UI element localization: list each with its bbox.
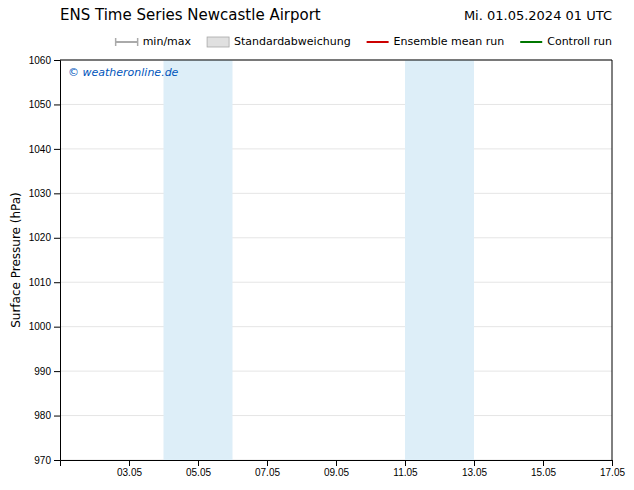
title: ENS Time Series Newcastle Airport <box>60 6 321 24</box>
y-tick: 1040 <box>29 144 60 155</box>
tick-label: 1040 <box>29 144 52 155</box>
grid-line <box>60 237 612 238</box>
grid-line <box>60 371 612 372</box>
tick-mark <box>336 460 337 466</box>
tick-label: 05.05 <box>186 467 211 478</box>
tick-label: 970 <box>34 455 51 466</box>
tick-label: 09.05 <box>324 467 349 478</box>
tick-mark <box>54 371 60 372</box>
tick-mark <box>612 460 613 466</box>
tick-mark <box>267 460 268 466</box>
y-tick: 970 <box>34 455 60 466</box>
tick-label: 1010 <box>29 277 52 288</box>
grid-line <box>60 148 612 149</box>
tick-label: 1030 <box>29 188 52 199</box>
tick-label: 17.05 <box>600 467 625 478</box>
y-tick: 1030 <box>29 188 60 199</box>
tick-label: 11.05 <box>393 467 418 478</box>
legend-item: Standardabweichung <box>207 35 351 48</box>
legend: min/max Standardabweichung Ensemble mean r… <box>116 35 612 48</box>
legend-item: Ensemble mean run <box>367 35 505 48</box>
subtitle: Mi. 01.05.2024 01 UTC <box>464 8 612 23</box>
legend-marker <box>115 38 117 46</box>
axis-line <box>61 461 613 467</box>
y-axis-title: Surface Pressure (hPa) <box>9 192 23 328</box>
tick-mark <box>54 282 60 283</box>
tick-label: 03.05 <box>117 467 142 478</box>
x-tick: 11.05 <box>393 460 418 478</box>
tick-label: 1000 <box>29 321 52 332</box>
legend-item: Controll run <box>520 35 612 48</box>
legend-label: min/max <box>143 35 192 48</box>
tick-label: 1020 <box>29 232 52 243</box>
x-tick: 17.05 <box>600 460 625 478</box>
tick-mark <box>54 193 60 194</box>
x-tick: 07.05 <box>255 460 280 478</box>
tick-label: 1050 <box>29 99 52 110</box>
x-axis: 03.05 05.05 07.05 09.05 11.05 13.05 15.05 17.05 <box>61 460 626 478</box>
tick-label: 13.05 <box>462 467 487 478</box>
tick-mark <box>54 460 60 461</box>
grid-line <box>60 193 612 194</box>
legend-label: Standardabweichung <box>234 35 351 48</box>
x-tick: 13.05 <box>462 460 487 478</box>
grid-line <box>60 282 612 283</box>
tick-mark <box>405 460 406 466</box>
y-tick: 1060 <box>29 55 60 66</box>
tick-mark <box>129 460 130 466</box>
grid-line <box>60 326 612 327</box>
legend-swatch <box>367 41 389 43</box>
grid-line <box>60 60 612 61</box>
grid-line <box>60 104 612 105</box>
frame-line <box>60 60 612 61</box>
x-tick: 03.05 <box>117 460 142 478</box>
x-tick: 09.05 <box>324 460 349 478</box>
tick-mark <box>543 460 544 466</box>
legend-swatch <box>116 41 138 43</box>
tick-mark <box>198 460 199 466</box>
annotation: © weatheronline.de <box>68 66 179 79</box>
legend-marker <box>137 38 139 46</box>
legend-swatch <box>520 41 542 43</box>
tick-label: 1060 <box>29 55 52 66</box>
tick-mark <box>54 149 60 150</box>
tick-mark <box>54 416 60 417</box>
shaded-region <box>164 60 233 460</box>
legend-swatch <box>207 37 229 47</box>
tick-label: 990 <box>34 366 51 377</box>
tick-mark <box>54 104 60 105</box>
tick-label: 15.05 <box>531 467 556 478</box>
legend-label: Controll run <box>547 35 612 48</box>
x-tick: 15.05 <box>531 460 556 478</box>
tick-mark <box>54 238 60 239</box>
tick-label: 980 <box>34 410 51 421</box>
frame-line <box>612 60 613 460</box>
grid-line <box>60 415 612 416</box>
legend-item: min/max <box>116 35 192 48</box>
tick-label: 07.05 <box>255 467 280 478</box>
tick-mark <box>54 327 60 328</box>
legend-label: Ensemble mean run <box>394 35 505 48</box>
plot: 03.05 05.05 07.05 09.05 11.05 13.05 15.05 17.05… <box>29 55 626 478</box>
tick-mark <box>474 460 475 466</box>
y-tick: 1050 <box>29 99 60 110</box>
chart: 03.05 05.05 07.05 09.05 11.05 13.05 15.05 17.05… <box>0 0 634 490</box>
y-tick: 980 <box>34 410 60 421</box>
axis-line <box>54 61 61 461</box>
y-tick: 1000 <box>29 321 60 332</box>
y-tick: 1010 <box>29 277 60 288</box>
x-tick: 05.05 <box>186 460 211 478</box>
grid <box>60 60 612 460</box>
tick-mark <box>54 60 60 61</box>
y-tick: 1020 <box>29 232 60 243</box>
y-tick: 990 <box>34 366 60 377</box>
y-axis: 970 980 990 1000 1010 1020 1030 1040 1050 1060 <box>29 55 61 466</box>
marks <box>164 60 475 460</box>
shaded-region <box>405 60 474 460</box>
